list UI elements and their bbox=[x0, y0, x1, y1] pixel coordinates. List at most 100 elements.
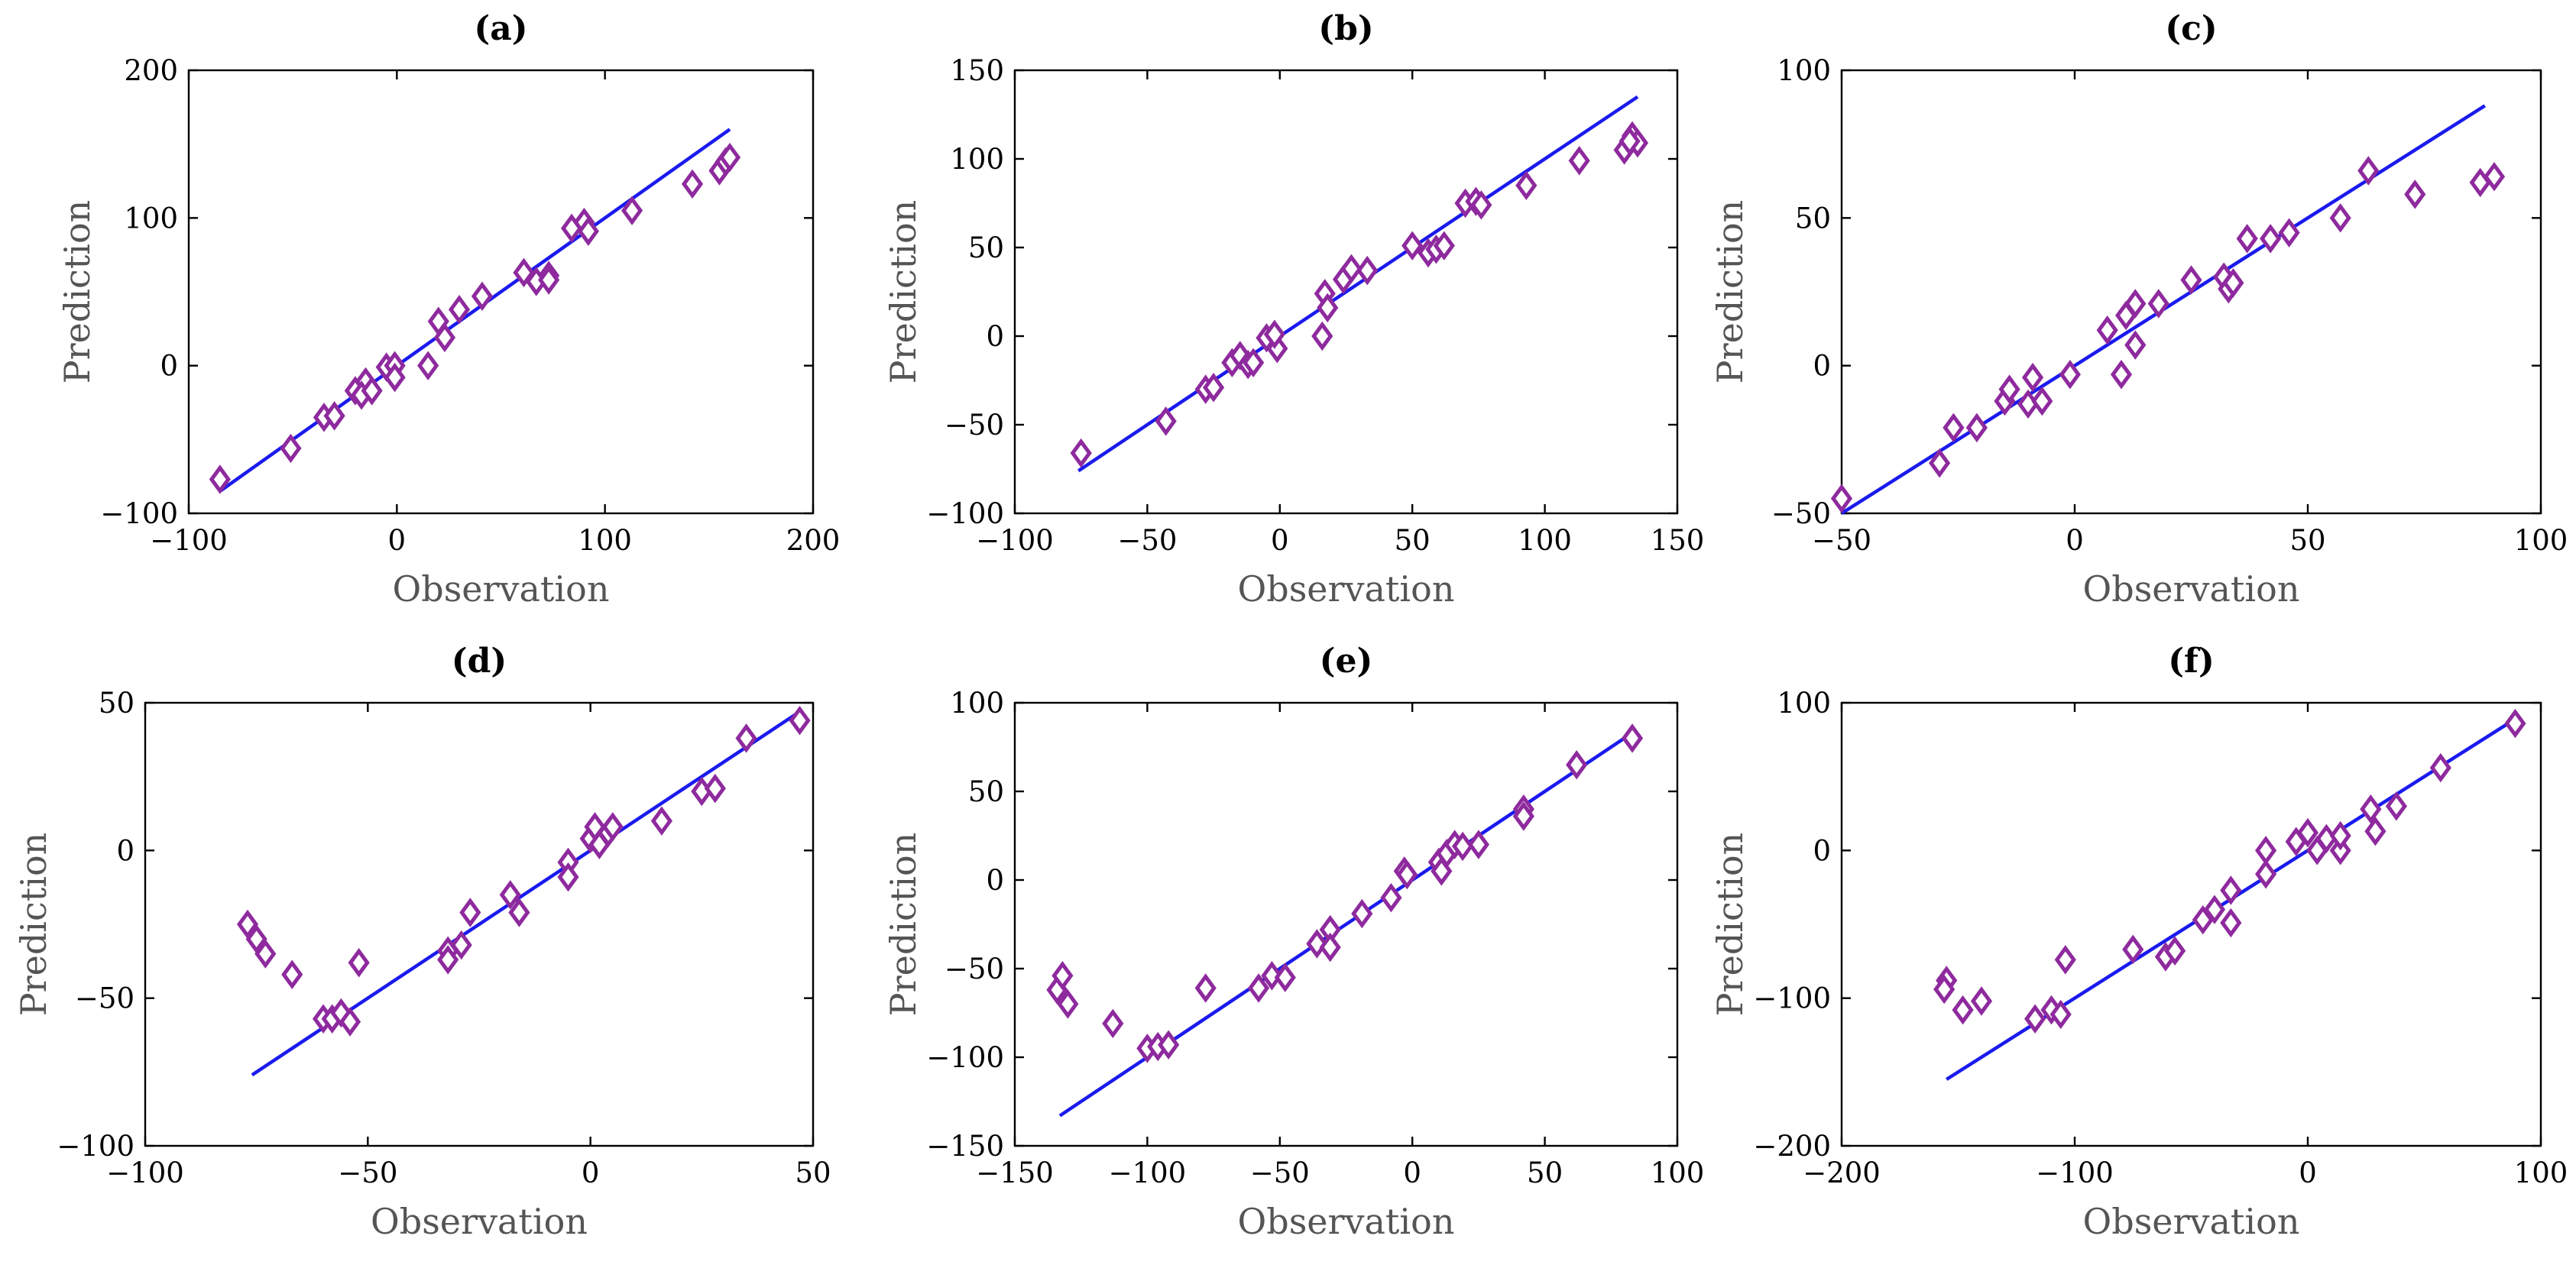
x-axis-label: Observation bbox=[1238, 568, 1455, 610]
data-point bbox=[2222, 268, 2244, 298]
plot-frame bbox=[144, 701, 815, 1147]
data-point bbox=[681, 169, 704, 199]
y-tick-label: 100 bbox=[950, 687, 1004, 720]
y-tick-label: 0 bbox=[160, 350, 178, 383]
data-point bbox=[1317, 293, 1339, 323]
data-point bbox=[1057, 989, 1079, 1019]
x-tick-label: 100 bbox=[2514, 1157, 2568, 1189]
plot-frame bbox=[1013, 701, 1679, 1147]
data-point bbox=[650, 806, 672, 836]
data-point bbox=[735, 723, 757, 753]
x-tick-label: −50 bbox=[338, 1157, 397, 1189]
data-point bbox=[323, 401, 345, 431]
data-point bbox=[2164, 936, 2186, 966]
data-point bbox=[2483, 161, 2506, 192]
data-point bbox=[471, 281, 494, 312]
y-tick-label: 100 bbox=[1777, 687, 1831, 720]
data-point bbox=[1051, 961, 1074, 991]
x-tick-label: −100 bbox=[1109, 1157, 1187, 1189]
y-tick-label: −100 bbox=[926, 497, 1004, 530]
data-point bbox=[1396, 859, 1418, 890]
x-tick-label: −100 bbox=[150, 524, 228, 557]
data-point bbox=[448, 294, 471, 325]
y-axis-label: Prediction bbox=[883, 833, 924, 1017]
data-point bbox=[1340, 254, 1363, 284]
chart-panel: (a) −100 0 100 200 −100 0 100 200 Observation Pred… bbox=[57, 9, 840, 610]
y-tick-label: −100 bbox=[926, 1041, 1004, 1074]
data-point bbox=[508, 898, 530, 927]
data-point bbox=[1998, 374, 2020, 404]
chart-title: (c) bbox=[2165, 9, 2217, 48]
plot-frame bbox=[187, 69, 815, 515]
data-point bbox=[704, 773, 726, 804]
data-point bbox=[601, 812, 624, 842]
x-axis-label: Observation bbox=[1238, 1201, 1455, 1242]
y-tick-label: −100 bbox=[57, 1130, 134, 1163]
y-tick-label: 100 bbox=[1777, 54, 1831, 87]
data-point bbox=[2296, 817, 2319, 848]
x-tick-label: −50 bbox=[1117, 524, 1177, 557]
data-point bbox=[2096, 315, 2118, 345]
x-axis-label: Observation bbox=[393, 568, 610, 610]
data-point bbox=[557, 862, 579, 892]
x-tick-label: 0 bbox=[388, 524, 407, 557]
y-axis-label: Prediction bbox=[13, 833, 54, 1017]
data-point bbox=[2031, 386, 2053, 416]
data-point bbox=[1943, 412, 1965, 443]
data-point bbox=[1247, 973, 1270, 1003]
y-tick-label: 50 bbox=[1795, 202, 1831, 235]
data-point bbox=[417, 351, 439, 380]
data-point bbox=[1965, 412, 1988, 443]
x-tick-label: −200 bbox=[1803, 1157, 1881, 1189]
data-point bbox=[339, 1007, 361, 1037]
data-point bbox=[209, 464, 231, 494]
data-point bbox=[1351, 898, 1373, 929]
data-point bbox=[1401, 231, 1424, 260]
data-point bbox=[2504, 708, 2526, 739]
x-tick-label: 50 bbox=[1395, 524, 1431, 557]
x-tick-label: 0 bbox=[2066, 524, 2084, 557]
y-tick-label: −100 bbox=[100, 497, 178, 530]
chart-panel: (c) −50 0 50 100 −50 0 50 100 Observation Predicti… bbox=[1709, 9, 2568, 610]
data-point bbox=[538, 265, 560, 295]
y-tick-label: 100 bbox=[950, 143, 1004, 176]
y-tick-label: −100 bbox=[1753, 982, 1831, 1015]
data-point bbox=[2203, 895, 2226, 924]
data-point bbox=[1274, 962, 1296, 992]
data-point bbox=[1202, 373, 1225, 403]
data-point bbox=[2054, 945, 2076, 975]
x-tick-label: −100 bbox=[2036, 1157, 2114, 1189]
data-point bbox=[2021, 362, 2044, 393]
chart-title: (b) bbox=[1318, 9, 1373, 48]
x-tick-label: 100 bbox=[1518, 524, 1572, 557]
data-point bbox=[361, 376, 383, 406]
data-point bbox=[577, 216, 599, 246]
data-point bbox=[2404, 180, 2426, 209]
fit-line bbox=[1077, 95, 1639, 473]
y-tick-label: −200 bbox=[1753, 1130, 1831, 1163]
data-point bbox=[2329, 820, 2351, 851]
chart-title: (e) bbox=[1320, 642, 1373, 681]
data-point bbox=[2147, 289, 2169, 319]
data-point bbox=[1619, 126, 1641, 157]
data-point bbox=[437, 945, 459, 975]
data-point bbox=[1928, 448, 1951, 478]
data-point bbox=[2024, 1004, 2046, 1034]
data-point bbox=[1263, 319, 1285, 349]
y-tick-label: 50 bbox=[968, 231, 1004, 264]
data-point bbox=[2254, 836, 2277, 865]
data-point bbox=[499, 880, 521, 910]
x-tick-label: −150 bbox=[976, 1157, 1054, 1189]
data-point bbox=[384, 362, 406, 393]
plot-frame bbox=[1840, 701, 2542, 1147]
data-point bbox=[2364, 816, 2386, 846]
data-point bbox=[348, 948, 370, 978]
chart-title: (f) bbox=[2168, 642, 2215, 681]
data-point bbox=[621, 196, 643, 225]
data-point bbox=[1243, 348, 1265, 378]
y-axis-label: Prediction bbox=[883, 200, 924, 384]
x-axis-label: Observation bbox=[371, 1201, 588, 1242]
data-point bbox=[1621, 723, 1644, 753]
x-tick-label: 0 bbox=[2299, 1157, 2317, 1189]
data-point bbox=[2180, 265, 2202, 295]
